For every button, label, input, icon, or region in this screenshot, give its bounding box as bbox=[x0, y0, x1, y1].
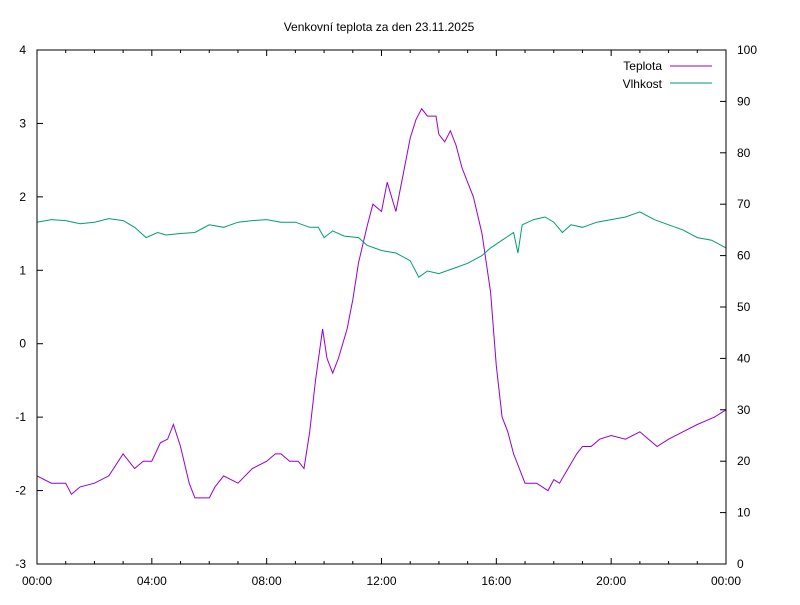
y-left-tick-label: -2 bbox=[15, 484, 26, 498]
ticks-layer: 00:00 04:00 08:00 12:00 16:00 20:00 00:0043210… bbox=[15, 43, 757, 588]
y-right-tick-label: 50 bbox=[737, 300, 751, 314]
y-right-tick-label: 40 bbox=[737, 351, 751, 365]
series-layer bbox=[36, 107, 727, 499]
x-tick-label: 00:00 bbox=[22, 574, 52, 588]
x-tick-label: 20:00 bbox=[596, 574, 626, 588]
x-tick-label: 04:00 bbox=[137, 574, 167, 588]
y-right-tick-label: 20 bbox=[737, 454, 751, 468]
y-right-tick-label: 70 bbox=[737, 197, 751, 211]
y-left-tick-label: 4 bbox=[19, 43, 26, 57]
y-left-tick-label: 0 bbox=[19, 337, 26, 351]
x-tick-label: 16:00 bbox=[481, 574, 511, 588]
x-tick-label: 12:00 bbox=[366, 574, 396, 588]
y-left-tick-label: -3 bbox=[15, 557, 26, 571]
y-left-tick-label: 3 bbox=[19, 116, 26, 130]
series-line-vlhkost bbox=[36, 211, 727, 278]
y-right-tick-label: 60 bbox=[737, 249, 751, 263]
y-right-tick-label: 30 bbox=[737, 403, 751, 417]
y-right-tick-label: 10 bbox=[737, 506, 751, 520]
chart-title: Venkovní teplota za den 23.11.2025 bbox=[284, 20, 475, 34]
plot-frame bbox=[36, 49, 727, 565]
legend-label-vlhkost: Vlhkost bbox=[623, 77, 663, 91]
x-tick-label: 00:00 bbox=[711, 574, 741, 588]
legend-label-teplota: Teplota bbox=[623, 59, 662, 73]
y-right-tick-label: 80 bbox=[737, 146, 751, 160]
y-left-tick-label: -1 bbox=[15, 410, 26, 424]
y-right-tick-label: 90 bbox=[737, 94, 751, 108]
legend: Teplota Vlhkost bbox=[623, 59, 712, 91]
y-right-tick-label: 0 bbox=[737, 557, 744, 571]
y-left-tick-label: 1 bbox=[19, 263, 26, 277]
series-line-teplota bbox=[36, 107, 727, 499]
y-right-tick-label: 100 bbox=[737, 43, 757, 57]
y-left-tick-label: 2 bbox=[19, 190, 26, 204]
x-tick-label: 08:00 bbox=[252, 574, 282, 588]
